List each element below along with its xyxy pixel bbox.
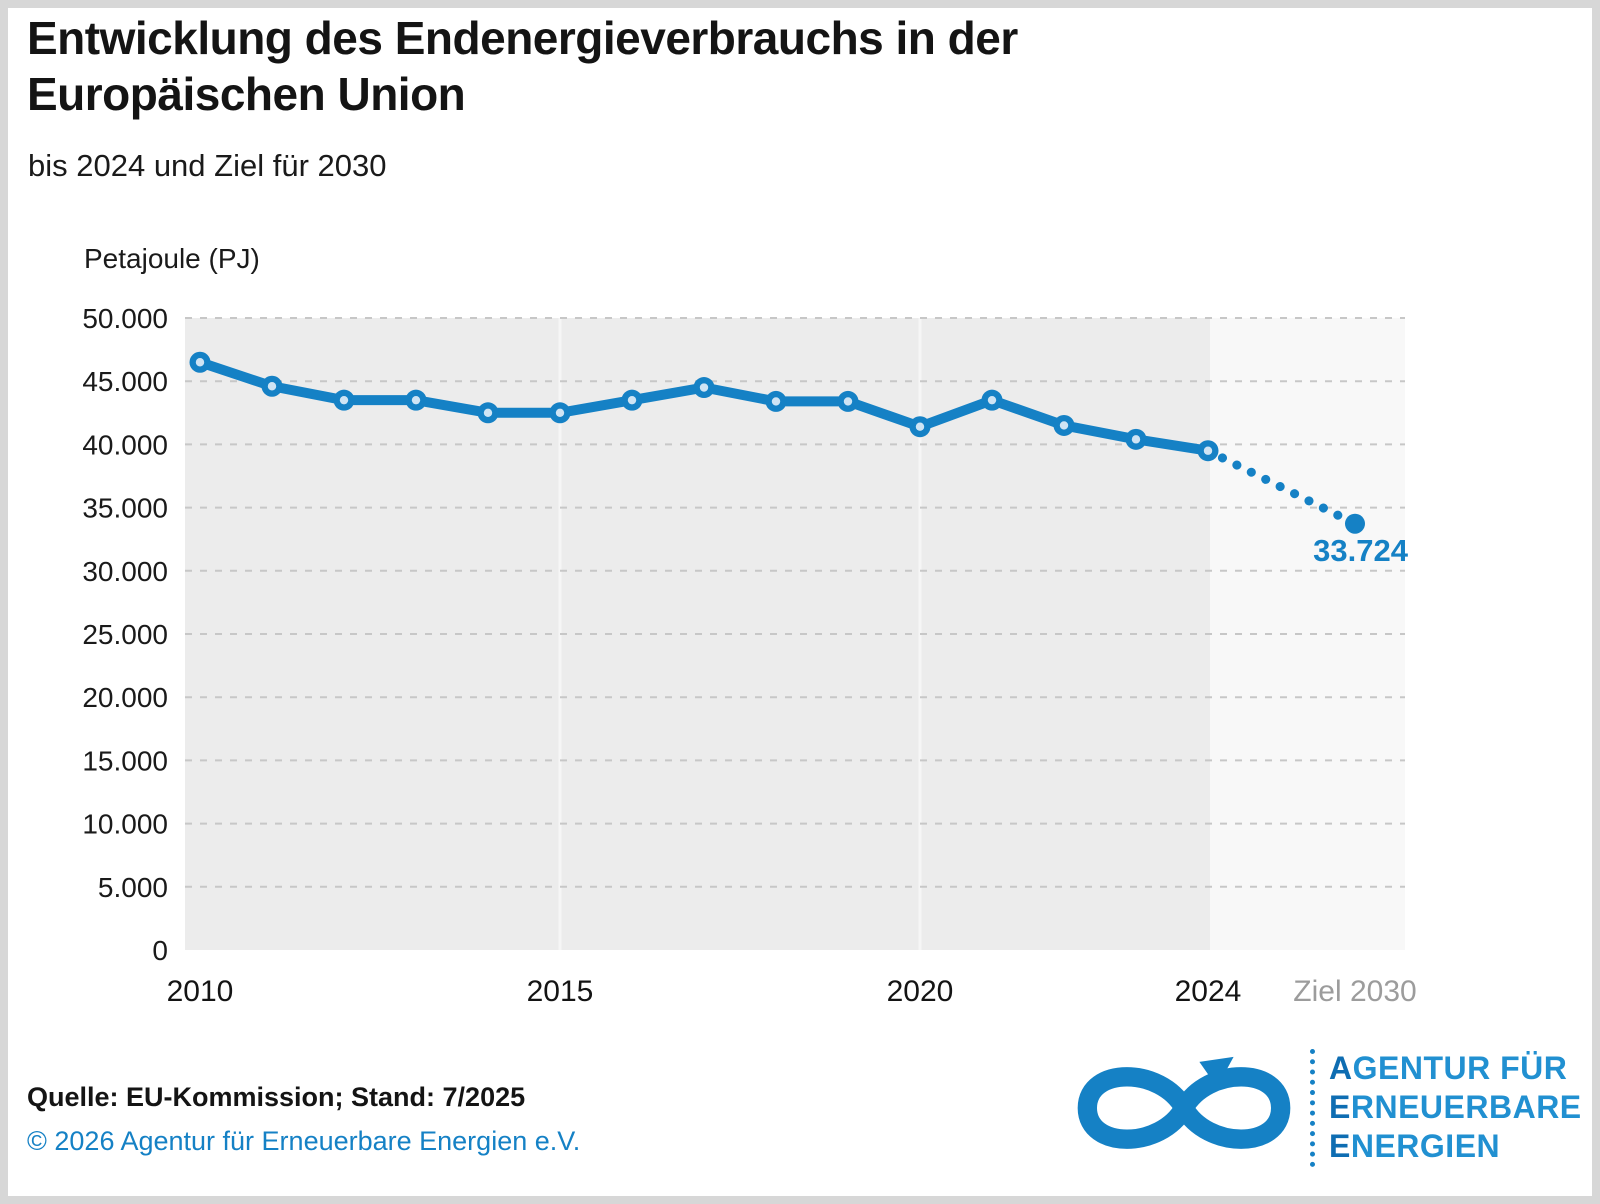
target-point bbox=[1345, 513, 1365, 534]
x-tick-label: Ziel 2030 bbox=[1293, 975, 1416, 1008]
y-tick-label: 20.000 bbox=[82, 682, 168, 713]
plot-area bbox=[185, 318, 1405, 950]
copyright-note: © 2026 Agentur für Erneuerbare Energien … bbox=[27, 1126, 581, 1156]
y-tick-label: 40.000 bbox=[82, 429, 168, 460]
data-point-marker bbox=[909, 416, 931, 438]
data-point-center bbox=[1059, 421, 1069, 430]
infinity-arrow-icon bbox=[1077, 1056, 1291, 1149]
data-point-center bbox=[627, 395, 637, 405]
chart-title: Entwicklung des Endenergieverbrauchs in … bbox=[27, 12, 1018, 121]
x-tick-label: 2010 bbox=[167, 975, 234, 1008]
y-tick-label: 35.000 bbox=[82, 493, 168, 524]
data-point-marker bbox=[765, 390, 787, 412]
forecast-band bbox=[1210, 318, 1405, 950]
data-point-marker bbox=[261, 375, 283, 397]
data-point-marker bbox=[981, 389, 1003, 411]
x-tick-label: 2015 bbox=[527, 975, 594, 1008]
data-point-center bbox=[555, 408, 565, 417]
logo-wordmark-line: ENERGIEN bbox=[1329, 1128, 1501, 1164]
data-point-marker bbox=[1197, 440, 1219, 462]
source-note: Quelle: EU-Kommission; Stand: 7/2025 bbox=[27, 1082, 526, 1112]
data-point-center bbox=[339, 395, 349, 405]
x-tick-label: 2020 bbox=[887, 975, 954, 1008]
data-point-center bbox=[843, 397, 853, 406]
y-tick-label: 10.000 bbox=[82, 809, 168, 840]
logo-wordmark-line: AGENTUR FÜR bbox=[1329, 1050, 1568, 1086]
data-point-marker bbox=[1053, 414, 1075, 436]
data-point-marker bbox=[405, 389, 427, 411]
y-axis-unit-label: Petajoule (PJ) bbox=[84, 243, 260, 274]
x-tick-label: 2024 bbox=[1175, 975, 1242, 1008]
data-point-marker bbox=[693, 377, 715, 399]
consumption-line bbox=[195, 357, 1213, 456]
y-tick-label: 5.000 bbox=[98, 872, 168, 903]
data-point-marker bbox=[189, 351, 211, 373]
y-tick-label: 0 bbox=[152, 935, 168, 966]
data-point-center bbox=[267, 382, 277, 391]
data-point-center bbox=[195, 358, 205, 367]
projection-line bbox=[1203, 446, 1360, 529]
data-point-marker bbox=[477, 402, 499, 424]
data-point-center bbox=[411, 395, 421, 405]
data-point-center bbox=[771, 397, 781, 406]
data-point-marker bbox=[333, 389, 355, 411]
data-point-center bbox=[987, 395, 997, 405]
data-point-center bbox=[699, 383, 709, 392]
data-point-marker bbox=[549, 402, 571, 424]
y-tick-label: 45.000 bbox=[82, 366, 168, 397]
data-point-marker bbox=[1125, 428, 1147, 450]
y-tick-label: 50.000 bbox=[82, 303, 168, 334]
y-tick-label: 30.000 bbox=[82, 556, 168, 587]
y-tick-label: 15.000 bbox=[82, 745, 168, 776]
data-point-marker bbox=[837, 390, 859, 412]
data-point-center bbox=[1203, 446, 1213, 455]
data-point-center bbox=[483, 408, 493, 417]
logo-wordmark-line: ERNEUERBARE bbox=[1329, 1089, 1582, 1125]
data-point-center bbox=[1131, 435, 1141, 444]
target-value-label: 33.724 bbox=[1313, 533, 1409, 568]
logo-separator bbox=[1310, 1048, 1315, 1167]
data-point-center bbox=[915, 422, 925, 431]
data-point-marker bbox=[621, 389, 643, 411]
logo-wordmark: AGENTUR FÜR ERNEUERBARE ENERGIEN bbox=[1329, 1049, 1582, 1166]
aee-logo: AGENTUR FÜR ERNEUERBARE ENERGIEN bbox=[1068, 1040, 1581, 1175]
y-tick-label: 25.000 bbox=[82, 619, 168, 650]
chart-subtitle: bis 2024 und Ziel für 2030 bbox=[28, 148, 387, 183]
